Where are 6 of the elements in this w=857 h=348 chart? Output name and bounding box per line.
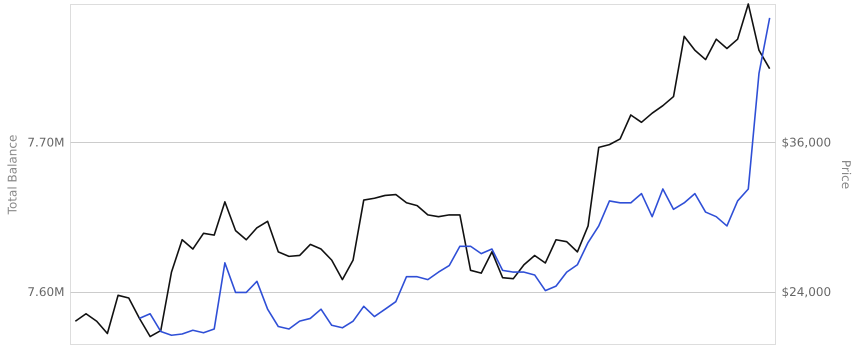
y-tick-label: 7.60M <box>27 285 64 300</box>
y2-axis-title: Price <box>839 160 854 190</box>
y-tick-label: 7.70M <box>27 135 64 150</box>
y2-tick-label: $36,000 <box>782 135 832 150</box>
y-axis-title: Total Balance <box>5 134 20 216</box>
y2-tick-label: $24,000 <box>782 285 832 300</box>
